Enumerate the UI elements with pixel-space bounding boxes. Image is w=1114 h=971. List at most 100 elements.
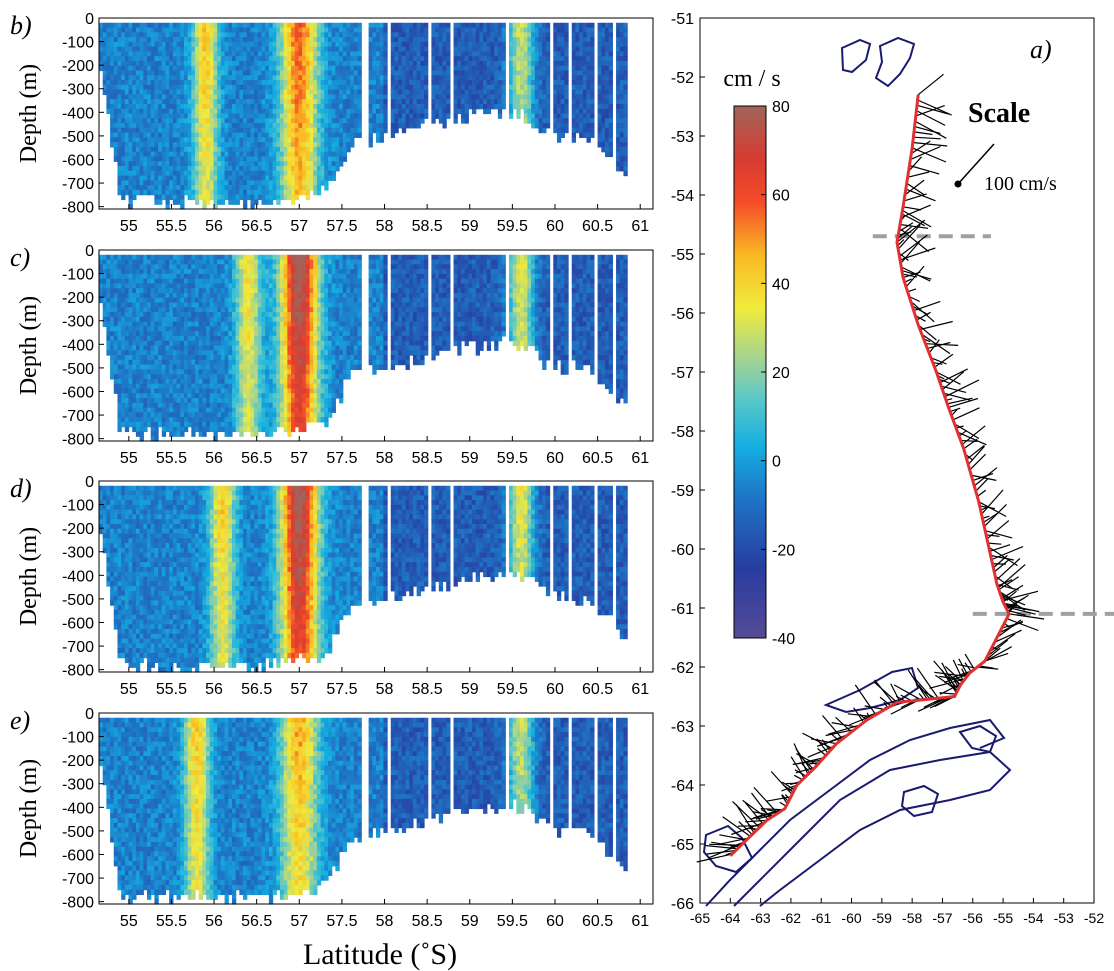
- velocity-cell: [619, 108, 625, 115]
- velocity-cell: [276, 51, 281, 57]
- velocity-cell: [305, 118, 311, 124]
- velocity-cell: [398, 75, 403, 81]
- velocity-cell: [135, 127, 141, 134]
- velocity-cell: [239, 60, 244, 67]
- velocity-cell: [279, 127, 285, 134]
- velocity-cell: [150, 426, 155, 433]
- velocity-cell: [110, 84, 115, 91]
- velocity-cell: [132, 146, 137, 153]
- velocity-cell: [538, 84, 543, 91]
- velocity-cell: [169, 350, 174, 356]
- velocity-cell: [206, 350, 211, 356]
- velocity-cell: [324, 22, 329, 29]
- velocity-cell: [353, 56, 359, 62]
- velocity-cell: [379, 22, 384, 29]
- velocity-cell: [405, 27, 410, 33]
- velocity-cell: [158, 288, 163, 294]
- velocity-cell: [438, 89, 444, 96]
- velocity-cell: [243, 166, 248, 172]
- velocity-cell: [412, 118, 418, 124]
- velocity-cell: [412, 94, 418, 100]
- velocity-cell: [302, 146, 307, 153]
- velocity-cell: [331, 32, 336, 38]
- velocity-cell: [228, 146, 233, 153]
- velocity-cell: [331, 65, 336, 72]
- velocity-cell: [183, 383, 189, 390]
- velocity-cell: [224, 146, 229, 153]
- velocity-cell: [342, 37, 348, 43]
- velocity-cell: [379, 127, 384, 134]
- velocity-cell: [106, 259, 111, 265]
- velocity-cell: [298, 151, 303, 158]
- velocity-cell: [287, 99, 292, 105]
- velocity-cell: [99, 41, 104, 48]
- velocity-cell: [405, 22, 410, 29]
- velocity-cell: [180, 273, 185, 280]
- velocity-cell: [209, 189, 215, 196]
- velocity-cell: [305, 180, 311, 186]
- velocity-cell: [172, 89, 178, 96]
- velocity-cell: [139, 278, 144, 285]
- velocity-cell: [172, 127, 178, 134]
- velocity-cell: [431, 70, 436, 76]
- velocity-cell: [154, 273, 159, 280]
- velocity-cell: [545, 84, 551, 91]
- velocity-cell: [250, 194, 255, 201]
- velocity-cell: [172, 151, 178, 158]
- velocity-cell: [305, 41, 311, 48]
- velocity-cell: [608, 108, 613, 115]
- velocity-cell: [231, 170, 237, 177]
- velocity-cell: [224, 151, 229, 158]
- velocity-cell: [575, 22, 580, 29]
- velocity-cell: [398, 99, 403, 105]
- velocity-cell: [446, 51, 451, 57]
- velocity-cell: [110, 359, 115, 366]
- velocity-cell: [279, 51, 285, 57]
- velocity-cell: [556, 123, 562, 129]
- velocity-cell: [169, 331, 174, 337]
- velocity-cell: [479, 32, 484, 38]
- velocity-cell: [117, 170, 122, 177]
- velocity-cell: [228, 37, 233, 43]
- velocity-cell: [401, 108, 407, 115]
- velocity-cell: [579, 127, 584, 134]
- velocity-cell: [246, 41, 252, 48]
- velocity-cell: [183, 60, 189, 67]
- velocity-cell: [231, 75, 237, 81]
- velocity-cell: [220, 37, 226, 43]
- velocity-cell: [147, 398, 152, 404]
- velocity-cell: [187, 80, 192, 86]
- velocity-cell: [102, 41, 107, 48]
- velocity-cell: [320, 175, 325, 181]
- velocity-cell: [254, 94, 259, 100]
- velocity-cell: [604, 127, 610, 134]
- velocity-cell: [483, 103, 488, 110]
- velocity-cell: [272, 89, 277, 96]
- velocity-cell: [283, 32, 288, 38]
- velocity-cell: [198, 297, 204, 304]
- velocity-cell: [135, 113, 141, 119]
- velocity-cell: [224, 27, 229, 33]
- velocity-cell: [412, 123, 418, 129]
- velocity-cell: [276, 108, 281, 115]
- velocity-cell: [231, 137, 237, 143]
- velocity-cell: [191, 37, 196, 43]
- velocity-cell: [224, 137, 229, 143]
- velocity-cell: [353, 84, 359, 91]
- velocity-cell: [172, 199, 178, 205]
- y-axis-title: Depth (m): [16, 64, 42, 163]
- velocity-cell: [102, 56, 107, 62]
- velocity-cell: [202, 166, 207, 172]
- velocity-cell: [316, 94, 322, 100]
- velocity-cell: [165, 166, 170, 172]
- velocity-cell: [490, 65, 495, 72]
- velocity-cell: [416, 56, 421, 62]
- velocity-cell: [187, 355, 192, 361]
- velocity-cell: [99, 56, 104, 62]
- velocity-cell: [195, 269, 200, 275]
- velocity-cell: [124, 46, 130, 53]
- velocity-cell: [198, 94, 204, 100]
- velocity-cell: [128, 37, 133, 43]
- velocity-cell: [99, 269, 104, 275]
- velocity-cell: [534, 84, 540, 91]
